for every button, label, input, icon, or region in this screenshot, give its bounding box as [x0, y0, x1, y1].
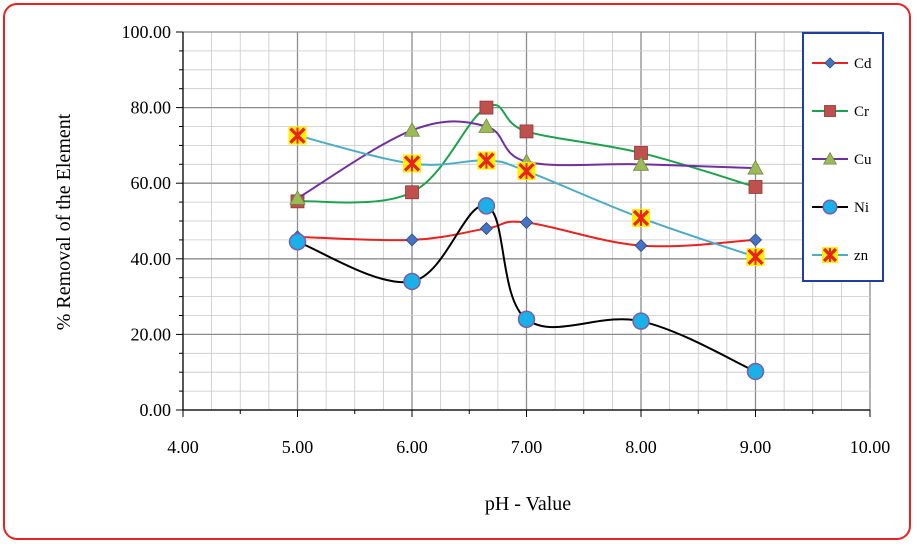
data-point-cr [519, 124, 534, 139]
data-point-zn [477, 151, 496, 170]
data-point-zn [632, 208, 650, 227]
x-tick-label: 9.00 [740, 437, 772, 457]
data-point-ni [477, 197, 496, 215]
series-line-cd [297, 220, 756, 248]
x-tick-label: 7.00 [511, 437, 543, 457]
x-tick-label: 5.00 [282, 437, 314, 457]
series-ni [288, 197, 765, 381]
data-point-zn [288, 126, 307, 145]
y-tick-label: 60.00 [131, 173, 172, 193]
series-zn [288, 126, 765, 266]
data-point-cu [289, 189, 306, 205]
data-point-zn [403, 154, 421, 173]
legend-label-cu: Cu [854, 152, 872, 168]
data-point-cu [403, 121, 421, 137]
y-tick-label: 40.00 [131, 249, 172, 269]
data-point-cd [748, 233, 763, 247]
data-point-cd [634, 239, 648, 253]
data-point-ni [403, 272, 421, 291]
x-tick-label: 6.00 [396, 437, 428, 457]
legend-label-cd: Cd [854, 56, 872, 72]
legend-marker-cu [822, 151, 838, 165]
data-point-cu [632, 155, 650, 171]
y-tick-label: 20.00 [131, 324, 172, 344]
data-point-cd [405, 233, 419, 247]
legend-marker-zn [822, 247, 838, 263]
series-line-zn [297, 134, 756, 258]
y-axis-label: % Removal of the Element [53, 113, 75, 330]
data-point-cr [748, 180, 763, 194]
data-point-cu [478, 118, 495, 133]
legend-marker-cd [824, 57, 836, 69]
y-tick-label: 0.00 [140, 400, 172, 420]
y-tick-label: 80.00 [131, 98, 172, 118]
series-line-cr [297, 104, 756, 204]
legend-label-ni: Ni [854, 200, 869, 216]
series-line-cu [296, 120, 756, 200]
x-tick-label: 10.00 [850, 437, 891, 457]
y-tick-label: 100.00 [122, 22, 172, 42]
legend-marker-cr [824, 105, 836, 117]
legend: Cd Cr Cu Ni zn [802, 32, 884, 282]
series-group [288, 100, 765, 381]
x-tick-label: 4.00 [167, 437, 199, 457]
data-point-cd [479, 221, 493, 236]
data-point-cr [405, 185, 419, 200]
chart-frame [3, 3, 911, 540]
legend-label-cr: Cr [854, 104, 869, 120]
data-point-cr [479, 100, 494, 115]
x-tick-label: 8.00 [625, 437, 657, 457]
axes: 0.00 20.00 40.00 60.00 80.00 100.00 4.00 5.00 6.… [122, 22, 891, 457]
legend-box [802, 32, 884, 282]
data-point-ni [288, 233, 307, 251]
data-point-zn [517, 162, 536, 181]
data-point-ni [632, 312, 650, 330]
series-line-ni [297, 204, 756, 373]
data-point-zn [746, 247, 765, 266]
data-point-ni [517, 310, 536, 329]
data-point-cd [519, 215, 534, 230]
data-point-cu [747, 159, 764, 175]
legend-label-zn: zn [854, 248, 869, 264]
data-point-ni [746, 362, 765, 381]
legend-marker-ni [822, 199, 838, 215]
x-axis-label: pH - Value [485, 493, 571, 515]
